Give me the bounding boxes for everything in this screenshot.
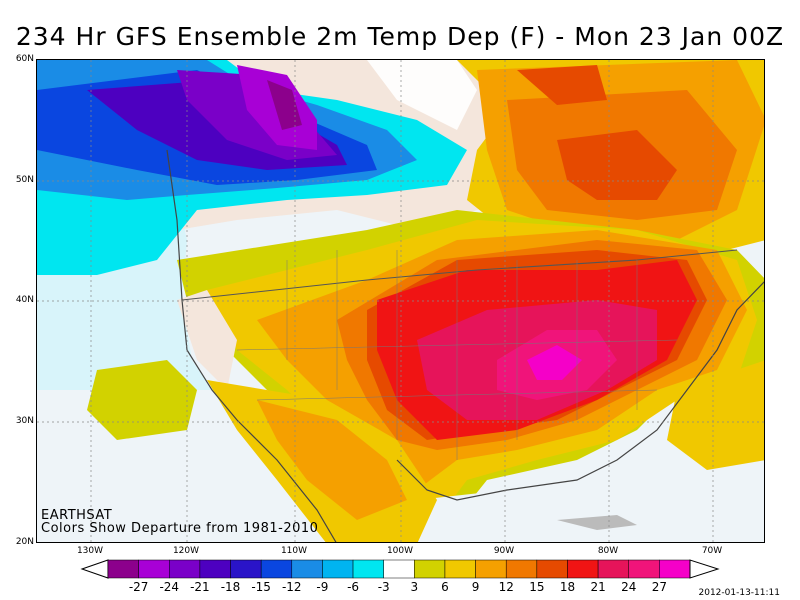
lon-label-110w: 110W [280,546,308,556]
colorbar-tick-label: 18 [559,580,576,594]
colorbar-tick-label: 3 [410,580,419,594]
lat-label-40n: 40N [15,295,34,305]
colorbar-tick-label: -18 [220,580,241,594]
map-title: 234 Hr GFS Ensemble 2m Temp Dep (F) - Mo… [15,22,785,51]
colorbar-tick-label: -12 [281,580,302,594]
map-canvas [37,60,764,542]
colorbar-swatch [536,559,568,579]
colorbar-swatch [597,559,629,579]
colorbar-swatch [107,559,139,579]
subtitle-label: Colors Show Departure from 1981-2010 [41,521,319,536]
temperature-departure-map [36,59,765,543]
lon-label-90w: 90W [493,546,515,556]
lat-label-30n: 30N [15,416,34,426]
colorbar-tick-label: -9 [316,580,329,594]
colorbar-swatch [414,559,446,579]
lat-label-60n: 60N [15,54,34,64]
colorbar-swatch [322,559,354,579]
colorbar-tick-label: 15 [529,580,545,594]
lon-label-70w: 70W [701,546,723,556]
colorbar-tick-label: -15 [251,580,271,594]
colorbar-right-arrow [689,559,720,579]
colorbar-left-arrow [80,559,109,579]
colorbar-tick-label: 27 [651,580,667,594]
source-label: EARTHSAT [41,508,113,523]
lon-label-120w: 120W [172,546,200,556]
colorbar-swatch [659,559,691,579]
lat-label-50n: 50N [15,175,34,185]
lon-label-130w: 130W [76,546,104,556]
timestamp: 2012-01-13-11:11 [698,588,781,598]
colorbar-swatch [444,559,476,579]
colorbar-tick-label: -24 [159,580,180,594]
lon-label-80w: 80W [597,546,619,556]
colorbar-tick-label: -6 [347,580,360,594]
colorbar-swatch [291,559,323,579]
colorbar-tick-label: -3 [377,580,390,594]
colorbar-swatch [138,559,170,579]
lon-label-100w: 100W [386,546,414,556]
colorbar-swatch [628,559,660,579]
colorbar [80,559,720,579]
colorbar-tick-label: 24 [621,580,637,594]
colorbar-tick-label: 6 [441,580,449,594]
colorbar-swatch [169,559,201,579]
lat-label-20n: 20N [15,537,34,547]
colorbar-swatch [505,559,538,579]
colorbar-swatch [352,559,384,579]
colorbar-swatch [567,559,599,579]
colorbar-swatch [475,559,507,579]
colorbar-swatch [199,559,231,579]
colorbar-swatch [230,559,262,579]
colorbar-swatch [383,559,415,579]
colorbar-tick-label: 12 [498,580,514,594]
colorbar-tick-label: 21 [590,580,606,594]
colorbar-swatch [260,559,293,579]
colorbar-tick-label: -27 [128,580,149,594]
colorbar-tick-label: -21 [190,580,210,594]
colorbar-tick-label: 9 [471,580,480,594]
